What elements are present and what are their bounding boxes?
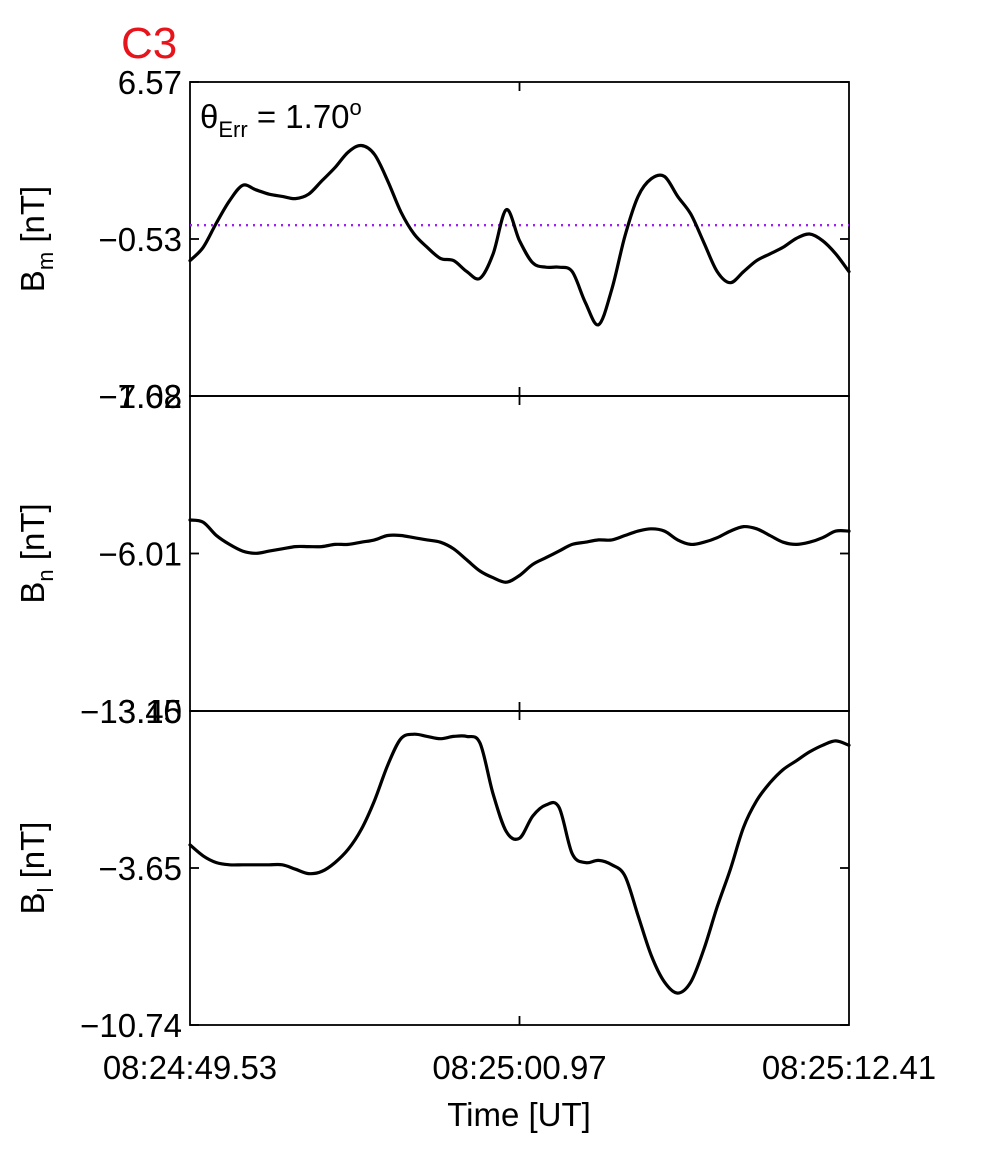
x-tick-label: 08:25:12.41 bbox=[762, 1049, 936, 1086]
y-tick-label: −7.62 bbox=[99, 378, 183, 415]
y-tick-label: −13.10 bbox=[80, 693, 182, 730]
x-tick-label: 08:25:00.97 bbox=[432, 1049, 606, 1086]
y-tick-label: 3.45 bbox=[118, 693, 182, 730]
error-annotation: θErr = 1.70o bbox=[200, 95, 362, 142]
y-tick-label: −3.65 bbox=[99, 850, 183, 887]
y-tick-label: −0.53 bbox=[99, 221, 183, 258]
error-annotation-subscript: Err bbox=[218, 117, 247, 142]
panel-frame bbox=[189, 395, 850, 712]
error-annotation-symbol: θ bbox=[200, 98, 218, 135]
x-axis-label: Time [UT] bbox=[447, 1096, 591, 1133]
y-tick-label: 1.08 bbox=[118, 378, 182, 415]
error-annotation-superscript: o bbox=[350, 95, 362, 120]
panel-n: 1.08 −6.01 −13.10 Bn [nT] bbox=[14, 378, 851, 730]
chart-title: C3 bbox=[121, 19, 177, 68]
y-tick-label: −10.74 bbox=[80, 1007, 182, 1044]
y-axis-label-l: Bl [nT] bbox=[14, 822, 58, 915]
y-axis-label-m: Bm [nT] bbox=[14, 186, 58, 292]
panel-l: 3.45 −3.65 −10.74 Bl [nT] bbox=[14, 693, 851, 1044]
series-line-bl bbox=[188, 732, 851, 995]
series-line-bn bbox=[188, 518, 851, 584]
y-axis-label-n: Bn [nT] bbox=[14, 503, 58, 603]
y-tick-label: 6.57 bbox=[118, 64, 182, 101]
series-line-bm bbox=[188, 143, 851, 327]
error-annotation-value: = 1.70 bbox=[248, 98, 350, 135]
x-tick-label: 08:24:49.53 bbox=[103, 1049, 277, 1086]
y-tick-label: −6.01 bbox=[99, 536, 183, 573]
panel-m: 6.57 −0.53 −7.62 Bm [nT] bbox=[14, 64, 851, 415]
